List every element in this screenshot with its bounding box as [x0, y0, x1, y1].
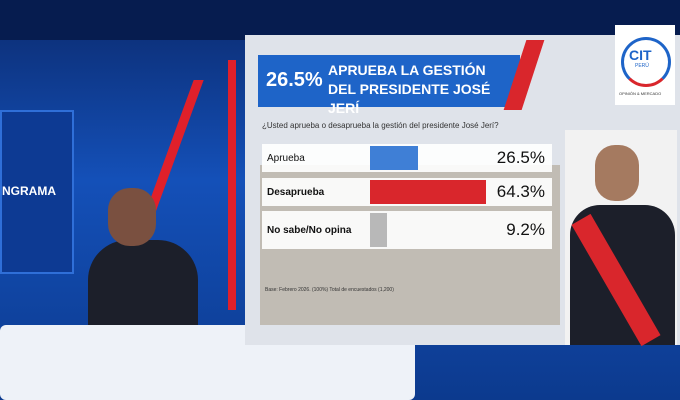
- logo: CIT PERÚ OPINIÓN & MERCADO: [615, 25, 675, 105]
- logo-name: CIT: [629, 47, 652, 63]
- president-photo: [565, 130, 677, 347]
- bar: [370, 213, 387, 247]
- question: ¿Usted aprueba o desaprueba la gestión d…: [262, 121, 499, 130]
- title-banner: 26.5% APRUEBA LA GESTIÓN DEL PRESIDENTE …: [258, 55, 520, 116]
- category-label: Desaprueba: [267, 186, 325, 198]
- title: APRUEBA LA GESTIÓN DEL PRESIDENTE JOSÉ J…: [328, 62, 491, 116]
- value-label: 9.2%: [506, 220, 545, 239]
- ceiling: [0, 0, 680, 40]
- side-screen-text: NGRAMA: [2, 184, 56, 198]
- presenter-head: [108, 188, 156, 246]
- category-label: Aprueba: [267, 152, 305, 164]
- logo-country: PERÚ: [635, 63, 649, 69]
- category-label: No sabe/No opina: [267, 224, 352, 236]
- value-label: 26.5%: [496, 148, 545, 167]
- logo-tagline: OPINIÓN & MERCADO: [619, 91, 662, 96]
- bar: [370, 180, 486, 204]
- value-label: 64.3%: [496, 182, 545, 201]
- headline: 26.5%: [266, 69, 323, 91]
- red-light: [228, 60, 236, 310]
- row-background: [262, 211, 552, 249]
- graphic-panel: 26.5% APRUEBA LA GESTIÓN DEL PRESIDENTE …: [245, 25, 680, 347]
- bar: [370, 146, 418, 170]
- side-screen: NGRAMA: [0, 110, 74, 274]
- note: Base: Febrero 2026. (100%) Total de encu…: [265, 287, 394, 293]
